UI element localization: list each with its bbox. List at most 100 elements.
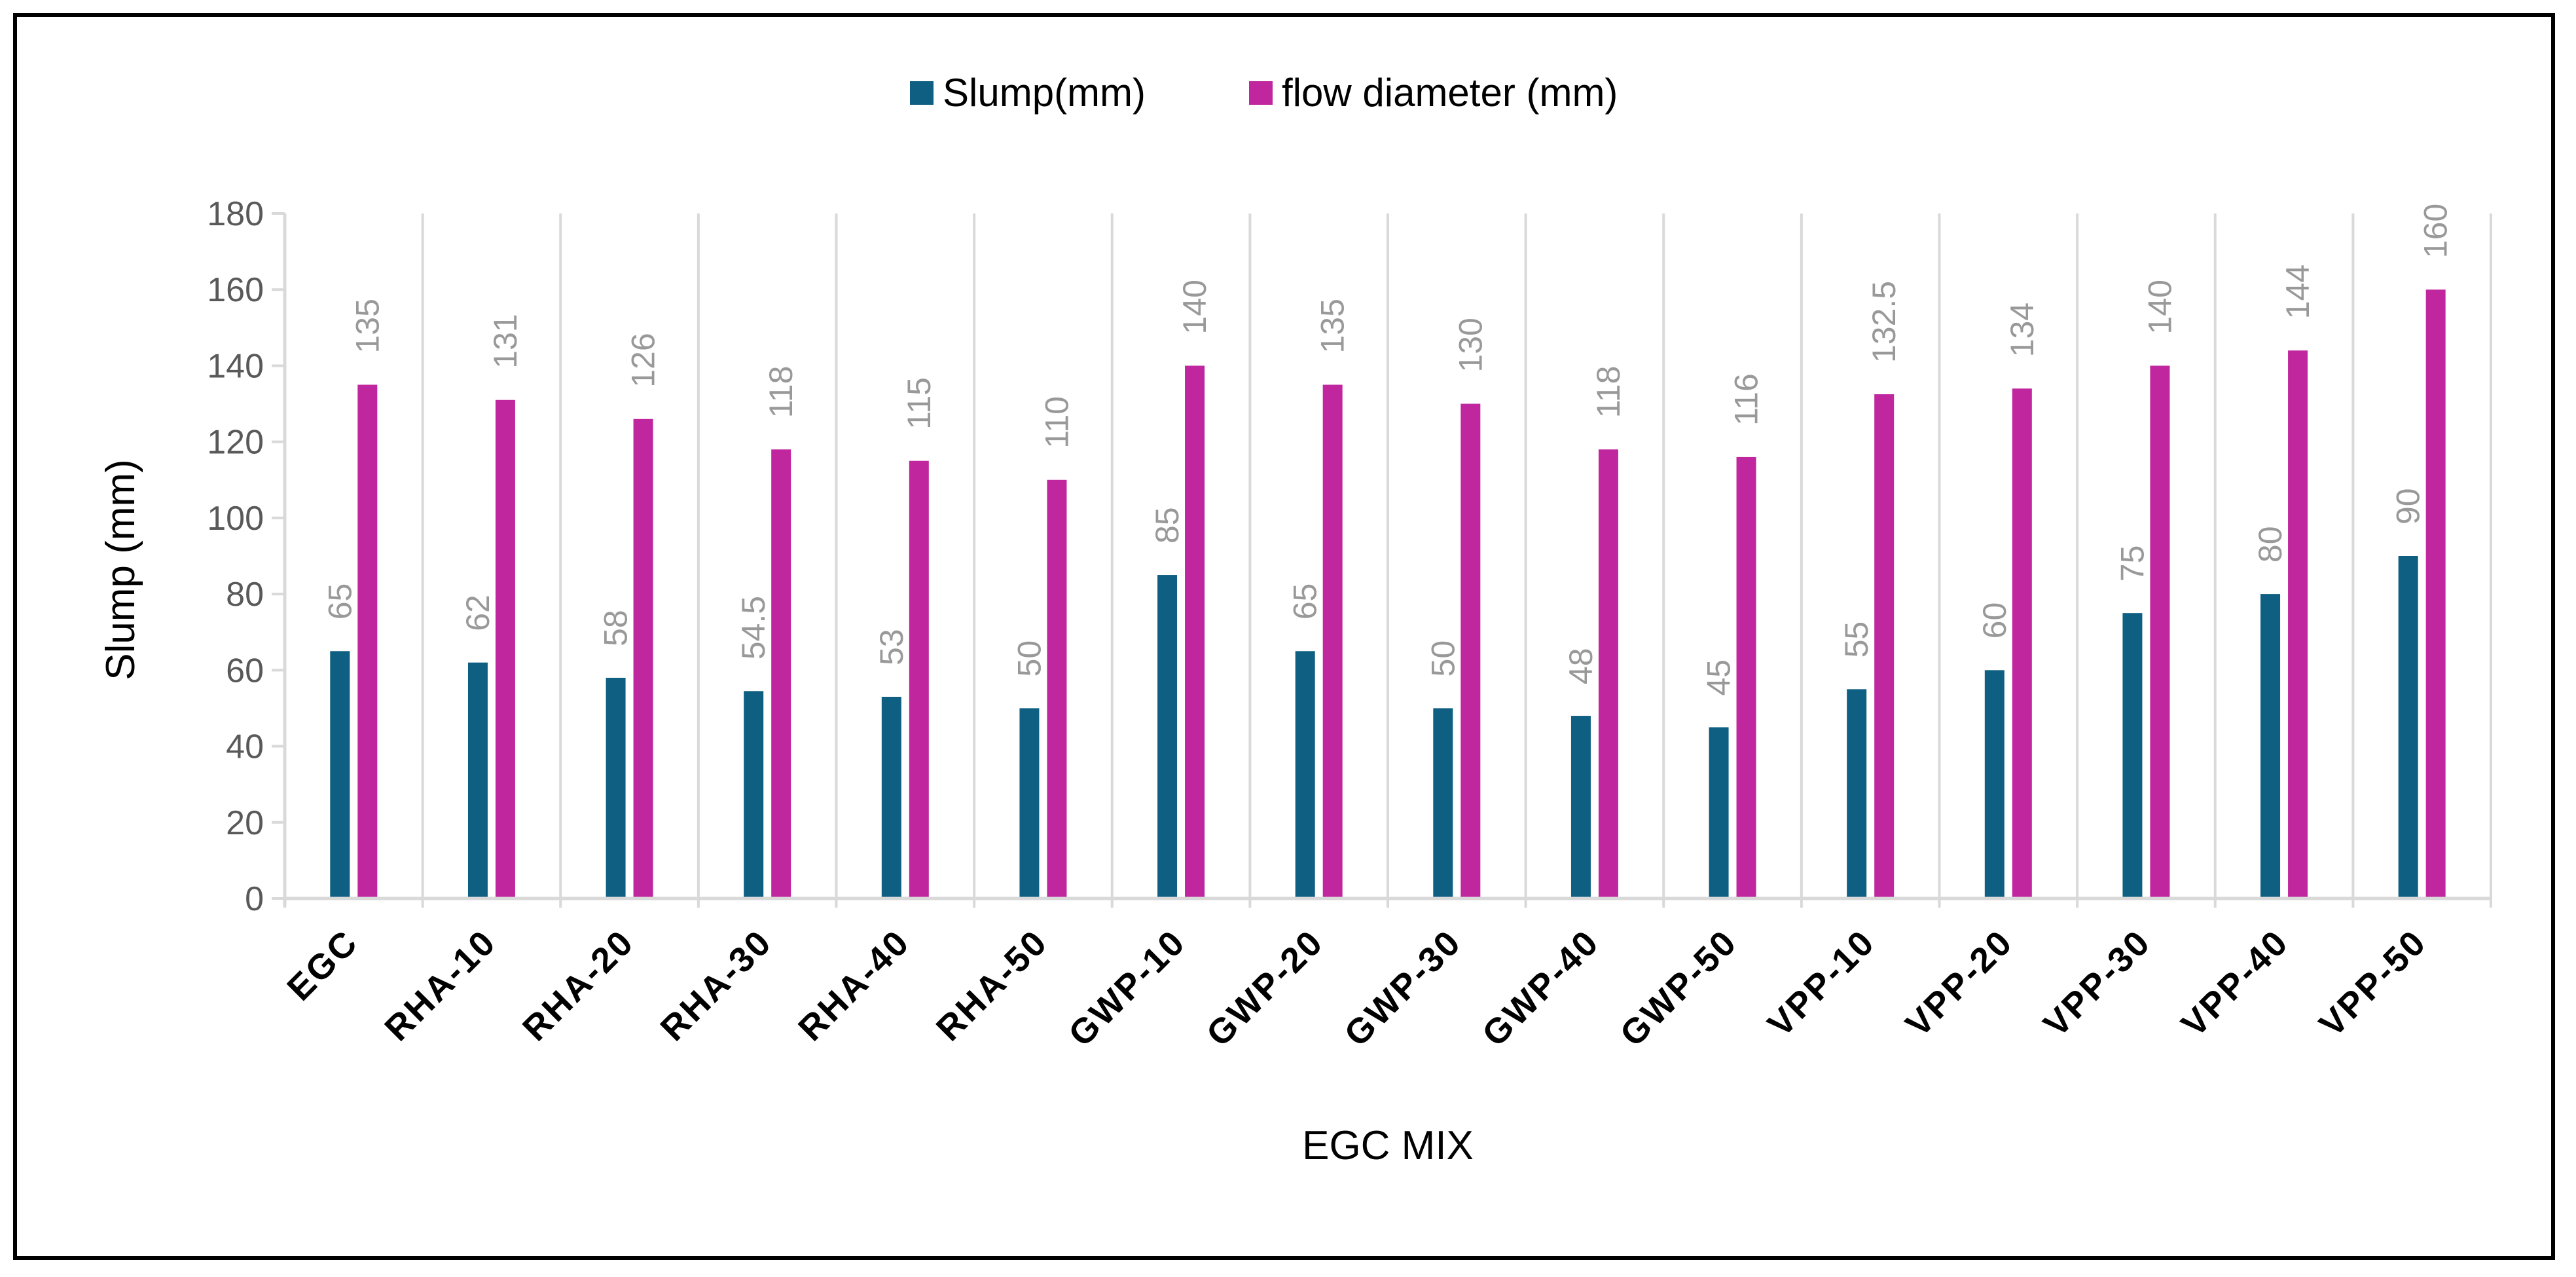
x-tick-label: GWP-40 [1475, 922, 1607, 1054]
bar [606, 677, 626, 898]
y-tick-label: 180 [207, 195, 264, 233]
y-tick-label: 160 [207, 271, 264, 309]
x-tick-label: GWP-10 [1061, 922, 1193, 1054]
legend: Slump(mm) flow diameter (mm) [910, 71, 1618, 115]
data-label: 118 [763, 366, 799, 418]
bar [744, 691, 764, 898]
x-axis-title: EGC MIX [1302, 1123, 1474, 1168]
data-label: 144 [2279, 265, 2316, 319]
data-label: 50 [1424, 640, 1461, 677]
data-label: 75 [2114, 546, 2150, 582]
data-label: 62 [460, 595, 496, 631]
data-label: 126 [625, 333, 662, 387]
y-tick-label: 0 [245, 880, 264, 918]
bar [2260, 594, 2281, 898]
y-axis: 0 20 40 60 80 100 120 140 160 180 [207, 195, 287, 918]
bars [330, 289, 2446, 898]
bar [330, 651, 350, 898]
bar [1019, 708, 1040, 898]
bar [2425, 289, 2446, 898]
legend-swatch [1249, 81, 1273, 105]
x-tick-label: RHA-40 [791, 922, 917, 1048]
bar [2398, 556, 2418, 898]
data-label: 65 [1287, 583, 1324, 620]
data-label: 54.5 [735, 596, 772, 659]
data-labels: 65 62 58 54.5 53 50 85 65 50 48 45 55 60 75 80 90 135 131… [321, 204, 2454, 696]
legend-label: flow diameter (mm) [1282, 71, 1618, 115]
bar [2150, 365, 2170, 898]
x-tick-label: GWP-20 [1199, 922, 1332, 1054]
bar [771, 449, 791, 898]
data-label: 118 [1590, 366, 1627, 418]
bar [881, 697, 901, 898]
x-tick-label: VPP-30 [2036, 922, 2158, 1045]
y-tick-label: 60 [226, 652, 264, 690]
bar [1185, 365, 1205, 898]
data-label: 53 [873, 629, 910, 665]
data-label: 48 [1563, 648, 1599, 684]
y-tick-label: 120 [207, 424, 264, 462]
bar [357, 384, 378, 898]
bar [1570, 716, 1591, 898]
data-label: 45 [1701, 659, 1737, 696]
bar [909, 460, 929, 898]
data-label: 131 [487, 314, 524, 368]
bar [633, 418, 653, 898]
bar [1295, 651, 1315, 898]
data-label: 115 [901, 377, 937, 430]
y-tick-label: 20 [226, 804, 264, 842]
bar [1460, 403, 1481, 898]
data-label: 58 [598, 610, 634, 646]
data-label: 55 [1838, 621, 1875, 658]
bar [1709, 727, 1729, 898]
bar [1984, 670, 2005, 898]
x-tick-label: VPP-10 [1760, 922, 1883, 1045]
x-tick-label: RHA-50 [929, 922, 1055, 1048]
data-label: 60 [1976, 602, 2013, 639]
y-tick-label: 100 [207, 500, 264, 538]
data-label: 140 [1176, 280, 1213, 334]
x-tick-label: GWP-30 [1337, 922, 1469, 1054]
data-label: 90 [2390, 488, 2427, 525]
y-tick-label: 40 [226, 728, 264, 766]
x-tick-label: VPP-20 [1898, 922, 2021, 1045]
data-label: 140 [2141, 280, 2178, 334]
bar [1598, 449, 1618, 898]
bar [1736, 456, 1756, 898]
legend-swatch [910, 81, 934, 105]
x-tick-label: GWP-50 [1612, 922, 1745, 1054]
data-label: 65 [321, 583, 358, 620]
bar [1847, 689, 1867, 898]
data-label: 130 [1452, 318, 1489, 372]
y-tick-label: 80 [226, 576, 264, 614]
data-label: 160 [2418, 204, 2454, 258]
bar [2288, 350, 2308, 898]
data-label: 85 [1149, 507, 1186, 544]
bar [1047, 479, 1067, 898]
data-label: 135 [1315, 299, 1351, 353]
data-label: 110 [1038, 396, 1075, 449]
data-label: 50 [1011, 640, 1047, 677]
bar [2012, 388, 2032, 898]
x-tick-label: RHA-10 [377, 922, 503, 1048]
x-tick-label: VPP-40 [2174, 922, 2296, 1045]
bar [495, 399, 515, 898]
bar [1157, 575, 1178, 898]
data-label: 116 [1728, 373, 1765, 426]
bar [1874, 394, 1895, 898]
bar [2122, 613, 2143, 898]
legend-label: Slump(mm) [943, 71, 1146, 115]
x-axis: EGC RHA-10 RHA-20 RHA-30 RHA-40 RHA-50 GWP-10 G… [280, 897, 2492, 1054]
x-tick-label: EGC [280, 922, 366, 1009]
bar [467, 662, 488, 898]
data-label: 135 [349, 299, 386, 353]
bar [1433, 708, 1453, 898]
bar [1322, 384, 1343, 898]
data-label: 132.5 [1866, 281, 1902, 363]
data-label: 80 [2252, 526, 2289, 563]
data-label: 134 [2004, 303, 2041, 357]
x-tick-label: RHA-30 [653, 922, 780, 1048]
y-tick-label: 140 [207, 347, 264, 385]
x-tick-label: RHA-20 [515, 922, 642, 1048]
